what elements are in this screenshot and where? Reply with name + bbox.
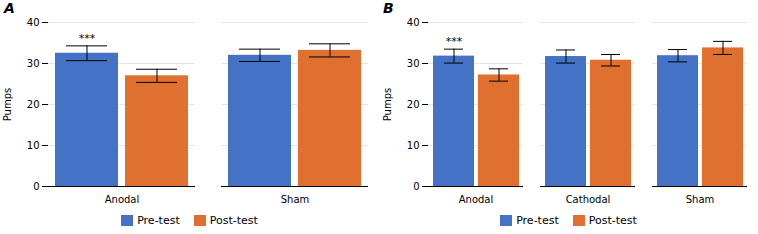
html-text:Post-test: Post-test — [209, 213, 258, 227]
svg-text:0: 0 — [33, 181, 39, 192]
svg-text:***: *** — [79, 32, 96, 45]
html-text:Pre-test: Pre-test — [516, 213, 559, 227]
svg-text:***: *** — [446, 35, 463, 48]
svg-text:Anodal: Anodal — [105, 194, 140, 205]
svg-text:Cathodal: Cathodal — [566, 194, 611, 205]
html-text:A: A — [4, 0, 15, 16]
svg-text:Anodal: Anodal — [459, 194, 494, 205]
html-text:Pre-test: Pre-test — [137, 213, 180, 227]
svg-text:Pumps: Pumps — [382, 88, 393, 122]
svg-text:40: 40 — [27, 17, 40, 28]
svg-text:20: 20 — [407, 99, 420, 110]
html-text:Post-test: Post-test — [588, 213, 637, 227]
svg-text:10: 10 — [407, 140, 420, 151]
svg-text:30: 30 — [407, 58, 420, 69]
svg-text:20: 20 — [27, 99, 40, 110]
svg-text:30: 30 — [27, 58, 40, 69]
svg-text:10: 10 — [27, 140, 40, 151]
svg-text:Sham: Sham — [686, 194, 715, 205]
svg-text:Sham: Sham — [281, 194, 310, 205]
html-text:B: B — [383, 0, 394, 16]
svg-text:40: 40 — [407, 17, 420, 28]
svg-text:Pumps: Pumps — [2, 88, 13, 122]
svg-text:0: 0 — [413, 181, 419, 192]
